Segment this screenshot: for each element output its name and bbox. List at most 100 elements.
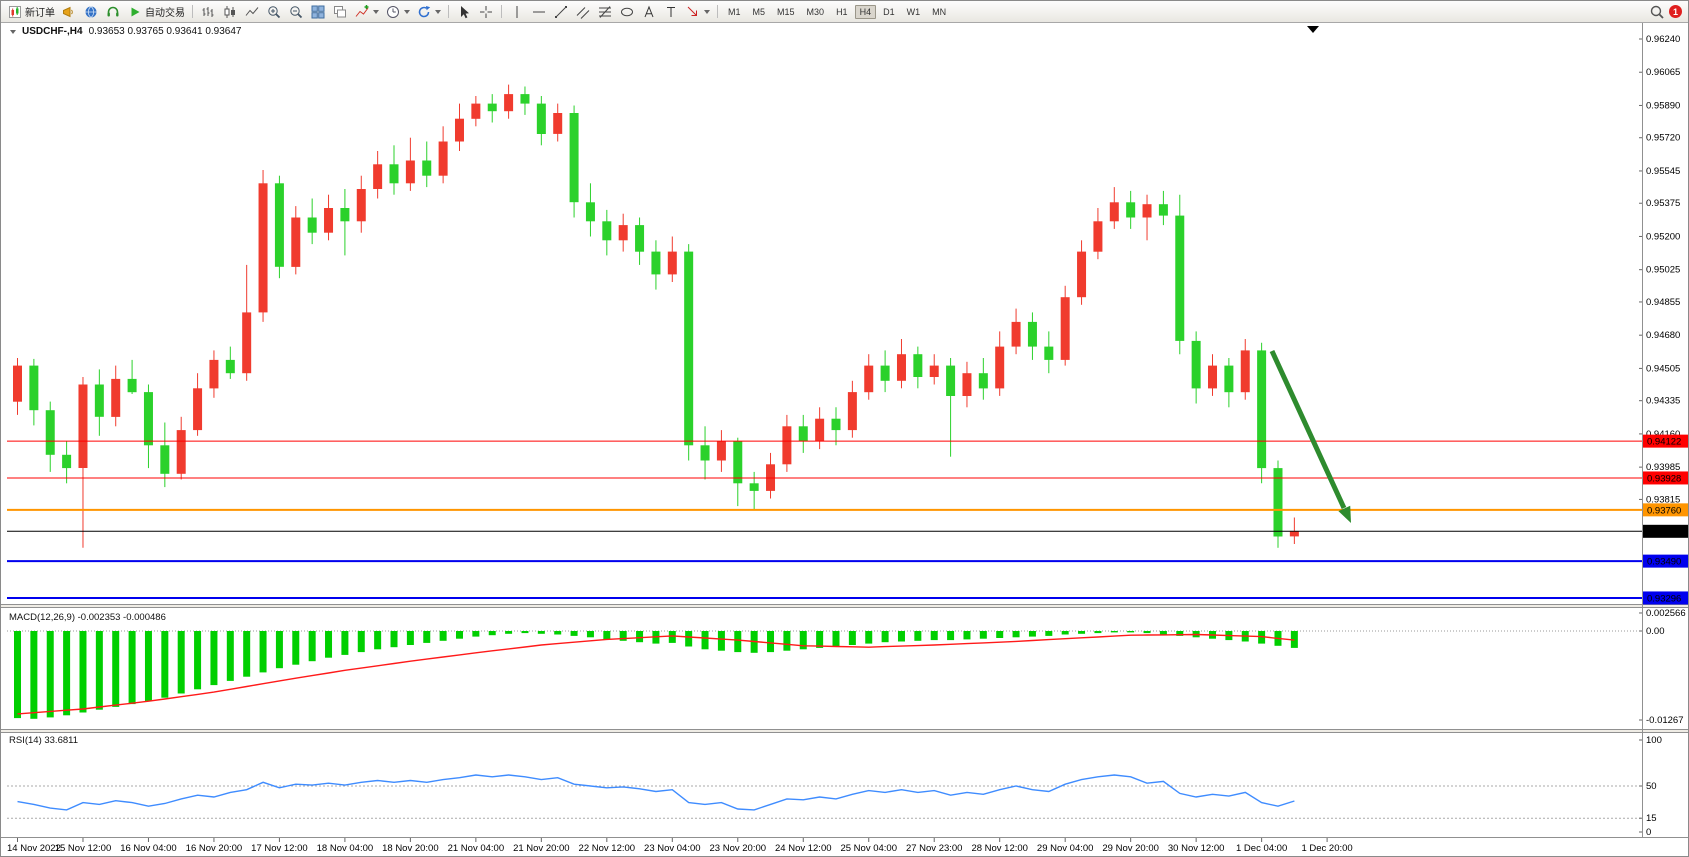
trendline-icon[interactable] [551,3,571,21]
period-clock-icon[interactable] [383,3,412,21]
candle [422,160,432,176]
candle [389,164,399,184]
tile-windows-icon-glyph [310,4,326,20]
candlestick-chart-icon[interactable] [220,3,240,21]
arrow-objects-icon[interactable] [683,3,712,21]
new-order-button[interactable]: 新订单 [5,3,57,21]
candle [454,118,464,142]
tile-windows-icon[interactable] [308,3,328,21]
line-chart-icon[interactable] [242,3,262,21]
price-level-lines[interactable] [7,440,1642,599]
timeframe-h1-button[interactable]: H1 [836,6,848,17]
price-line-label-box [1643,524,1688,538]
candle [1027,321,1037,347]
alerts-icon[interactable] [59,3,79,21]
timeframe-h4-button[interactable]: H4 [854,4,877,19]
macd-bar [865,631,873,644]
toolbar-separator [717,5,718,18]
templates-icon[interactable] [414,3,443,21]
bar-chart-icon[interactable] [198,3,218,21]
price-line-label: 0.93490 [1647,557,1681,568]
timeframe-m5-button[interactable]: M5 [752,6,766,17]
macd-bar [275,631,283,669]
chart-dropdown-icon[interactable] [10,29,16,34]
candle [78,384,88,468]
arrange-windows-icon[interactable] [330,3,350,21]
timeframe-mn-button[interactable]: MN [932,6,947,17]
macd-bar [685,631,693,647]
candle [635,225,645,252]
community-icon[interactable] [81,3,101,21]
vertical-line-icon[interactable] [507,3,527,21]
timeframe-d1-button[interactable]: D1 [883,6,895,17]
macd-bar [996,631,1004,638]
support-icon[interactable] [103,3,123,21]
algo-trading-glyph [127,4,143,20]
search-icon[interactable] [1647,3,1667,21]
candle [978,373,988,389]
candle [274,183,284,267]
timeframe-w1-button[interactable]: W1 [906,6,921,17]
dropdown-caret-icon [404,9,410,14]
price-scale[interactable]: 0.96240 0.96065 0.95890 0.95720 0.95545 0.953… [1639,34,1689,605]
candle [1289,531,1299,537]
text-label-icon[interactable] [661,3,681,21]
candle [864,365,874,393]
timeframe-m15-button[interactable]: M15 [777,6,795,17]
crosshair-icon-glyph [478,4,494,20]
cursor-icon[interactable] [454,3,474,21]
time-axis-label: 16 Nov 04:00 [120,843,177,854]
price-line-label: 0.93296 [1647,593,1681,604]
candle [831,418,841,431]
candle [1224,365,1234,393]
candle [340,208,350,222]
candle [520,94,530,104]
algo-trading-button[interactable]: 自动交易 [125,3,187,21]
macd-bar [292,631,300,665]
macd-bar [1176,631,1184,636]
zoom-out-icon[interactable] [286,3,306,21]
price-line-label-box [1643,503,1688,517]
timeframe-m30-button[interactable]: M30 [806,6,825,17]
toolbar-separator [448,5,449,18]
time-axis-label: 21 Nov 20:00 [513,843,570,854]
channel-icon[interactable] [573,3,593,21]
candle [1208,365,1218,389]
price-line-label-box [1643,471,1688,485]
candle [782,426,792,465]
cursor-icon-glyph [456,4,472,20]
candle [1240,350,1250,393]
time-axis-label: 29 Nov 20:00 [1102,843,1159,854]
price-axis-label: 0.94855 [1646,297,1680,308]
candle [193,388,203,431]
rsi-panel: 100 50 15 0 [7,735,1662,838]
notifications-badge[interactable]: 1 [1669,5,1682,18]
indicators-icon[interactable] [352,3,381,21]
candle [160,445,170,474]
chart-shift-marker[interactable] [1307,26,1319,33]
text-icon[interactable] [639,3,659,21]
candle [127,378,137,393]
period-clock-icon-glyph [385,4,401,20]
time-axis-label: 15 Nov 12:00 [55,843,112,854]
candle [13,365,22,402]
crosshair-icon[interactable] [476,3,496,21]
time-axis-label: 23 Nov 20:00 [710,843,767,854]
macd-bar [390,631,398,648]
candle [700,445,710,461]
macd-bar [177,631,185,694]
fibonacci-icon[interactable] [595,3,615,21]
text-label-icon-glyph [663,4,679,20]
shapes-icon[interactable] [617,3,637,21]
timeframe-m1-button[interactable]: M1 [728,6,741,17]
time-axis-label: 28 Nov 12:00 [971,843,1028,854]
candle [176,430,186,474]
dropdown-caret-icon [435,9,441,14]
zoom-in-icon[interactable] [264,3,284,21]
horizontal-line-icon[interactable] [529,3,549,21]
trend-arrow-annotation[interactable] [1269,349,1351,523]
rsi-axis-label: 100 [1646,735,1662,746]
candle [62,454,72,469]
